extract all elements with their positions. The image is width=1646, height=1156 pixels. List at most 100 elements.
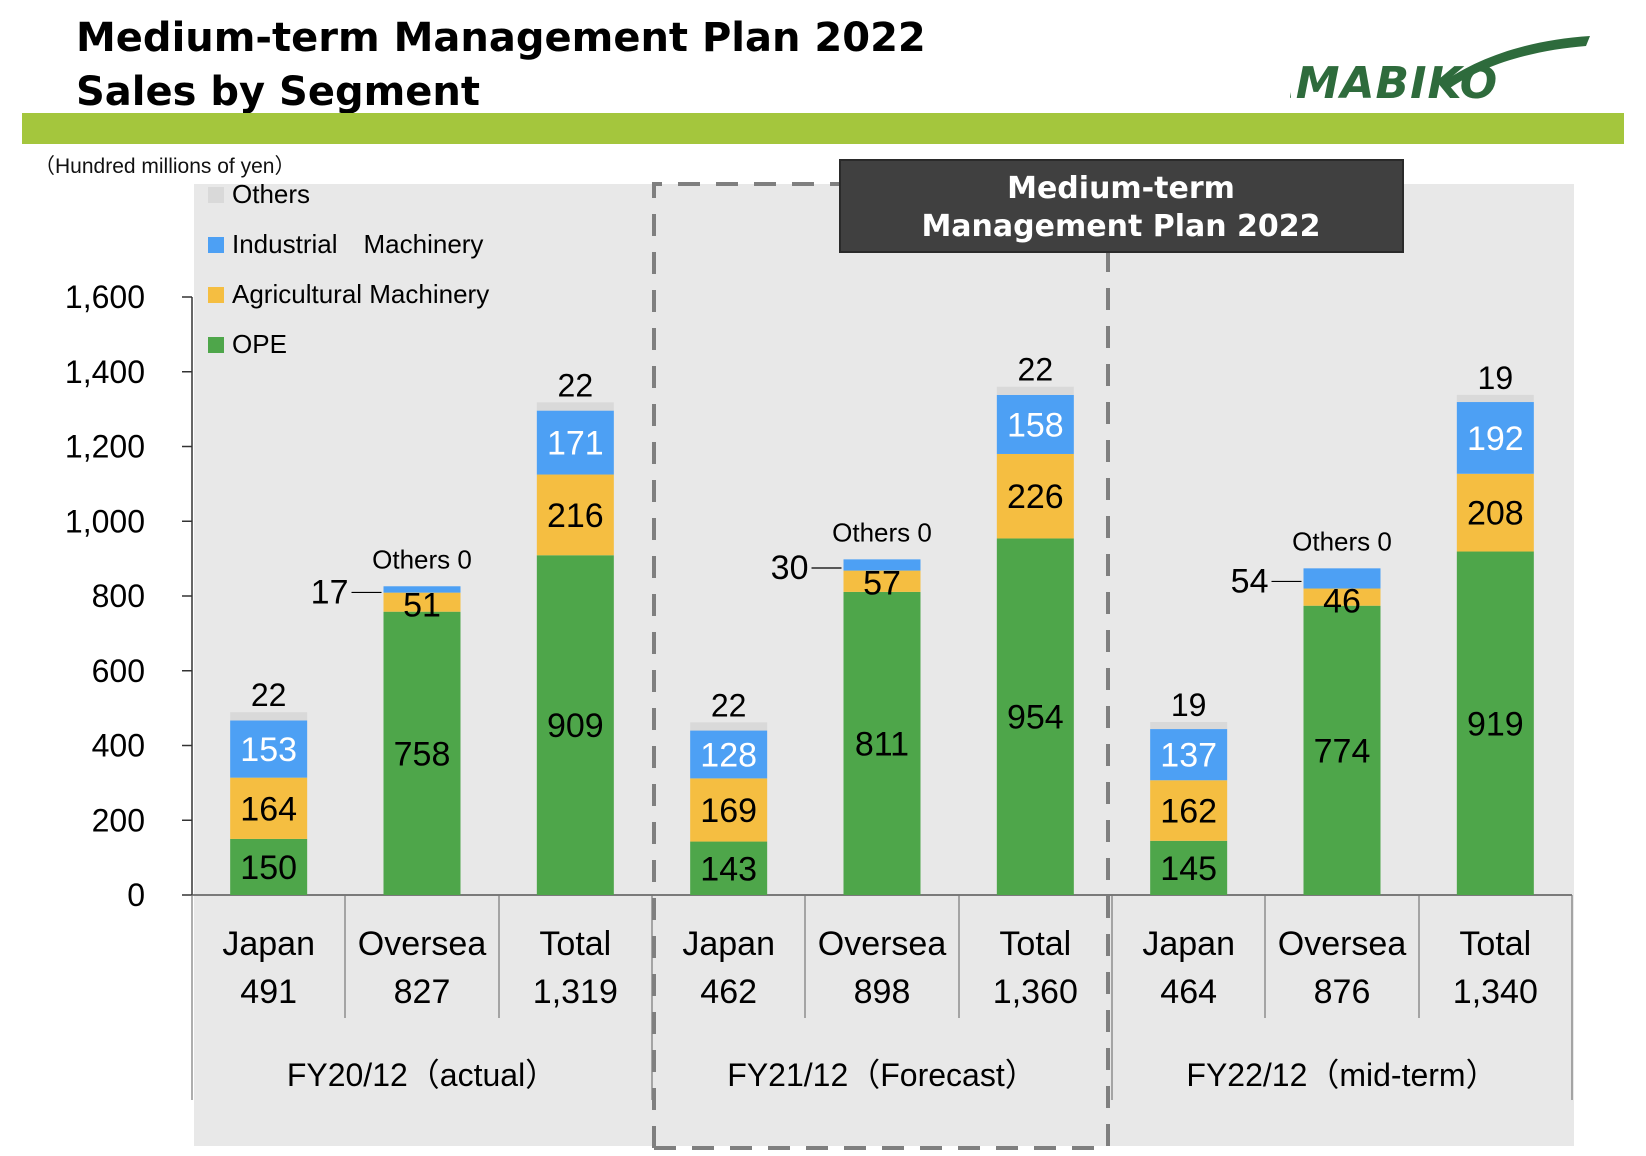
x-group-label: FY22/12（mid-term） [1186, 1057, 1497, 1093]
y-tick-label: 0 [127, 877, 145, 913]
data-label-ind: 54 [1231, 562, 1269, 600]
logo-swoosh-icon [1440, 36, 1590, 88]
data-label-agri: 51 [403, 587, 441, 625]
bar-segment-agricultural [1150, 780, 1228, 841]
data-label-others: Others 0 [372, 544, 472, 574]
y-tick-label: 1,600 [65, 279, 145, 315]
x-group-label: FY20/12（actual） [287, 1057, 557, 1093]
bar-segment-agricultural [383, 592, 461, 612]
data-label-others: Others 0 [1292, 526, 1392, 556]
data-label-ope: 758 [394, 735, 451, 773]
bar-segment-others [1456, 394, 1534, 403]
data-label-others: 22 [251, 677, 287, 713]
legend-swatch [208, 287, 224, 303]
x-category-label: Total [539, 925, 611, 963]
bar-segment-ope [843, 591, 921, 895]
x-category-total: 1,319 [533, 973, 618, 1011]
data-label-others: 22 [558, 367, 594, 403]
plan-box [839, 159, 1404, 253]
bar-segment-agricultural [230, 777, 308, 839]
data-label-ind: 30 [771, 549, 809, 587]
data-label-agri: 226 [1007, 478, 1064, 516]
bar-segment-others [536, 402, 614, 411]
bar-segment-ope [536, 555, 614, 895]
x-category-label: Japan [1142, 925, 1235, 963]
x-category-label: Japan [682, 925, 775, 963]
data-label-others: Others 0 [832, 517, 932, 547]
x-category-total: 491 [240, 973, 297, 1011]
data-label-others: 22 [1018, 352, 1054, 388]
bar-segment-industrial [230, 720, 308, 778]
x-category-total: 462 [700, 973, 757, 1011]
data-label-ind: 128 [700, 736, 757, 774]
data-label-others: 19 [1478, 360, 1514, 396]
bar-segment-industrial [1150, 729, 1228, 781]
data-label-ope: 150 [240, 849, 297, 887]
data-label-ope: 919 [1467, 705, 1524, 743]
data-label-agri: 162 [1160, 793, 1217, 831]
data-label-agri: 57 [863, 565, 901, 603]
x-category-label: Oversea [358, 925, 487, 963]
forecast-frame-left [652, 182, 840, 1148]
y-tick-label: 800 [92, 578, 145, 614]
data-label-ind: 153 [240, 731, 297, 769]
bar-segment-industrial [1456, 402, 1534, 474]
bar-segment-agricultural [1456, 473, 1534, 552]
y-tick-label: 1,200 [65, 429, 145, 465]
y-tick-label: 200 [92, 802, 145, 838]
plan-box-line1: Medium-term [1007, 171, 1235, 206]
data-label-ope: 774 [1314, 732, 1371, 770]
bar-segment-ope [230, 838, 308, 895]
page-subtitle: Sales by Segment [76, 69, 480, 115]
data-label-agri: 169 [700, 792, 757, 830]
data-label-ope: 143 [700, 850, 757, 888]
y-tick-label: 600 [92, 653, 145, 689]
bar-segment-industrial [1303, 568, 1381, 589]
x-category-label: Total [1459, 925, 1531, 963]
bar-segment-industrial [690, 730, 768, 779]
data-label-ind: 17 [311, 573, 349, 611]
bar-segment-ope [1303, 605, 1381, 895]
legend-label: OPE [232, 329, 287, 359]
x-category-label: Oversea [1278, 925, 1407, 963]
x-category-total: 827 [394, 973, 451, 1011]
data-label-agri: 216 [547, 497, 604, 535]
x-group-label: FY21/12（Forecast） [727, 1057, 1036, 1093]
x-category-total: 1,360 [993, 973, 1078, 1011]
bar-segment-agricultural [843, 570, 921, 592]
x-category-total: 464 [1160, 973, 1217, 1011]
legend-label: Industrial Machinery [232, 229, 483, 259]
page-title: Medium-term Management Plan 2022 [76, 15, 926, 61]
bar-segment-ope [996, 538, 1074, 895]
legend-swatch [208, 237, 224, 253]
x-category-total: 876 [1314, 973, 1371, 1011]
x-category-label: Japan [222, 925, 315, 963]
bar-segment-ope [383, 611, 461, 895]
yamabiko-logo: YAMABIKO [1290, 36, 1590, 106]
x-category-label: Oversea [818, 925, 947, 963]
data-label-ind: 192 [1467, 420, 1524, 458]
data-label-ope: 909 [547, 707, 604, 745]
data-label-ind: 171 [547, 425, 604, 463]
legend-label: Agricultural Machinery [232, 279, 489, 309]
bar-segment-ope [1150, 840, 1228, 895]
bar-segment-agricultural [1303, 588, 1381, 606]
bar-segment-others [690, 722, 768, 731]
bar-segment-industrial [996, 394, 1074, 454]
bar-segment-industrial [843, 559, 921, 571]
bar-segment-others [996, 386, 1074, 395]
y-tick-label: 400 [92, 728, 145, 764]
x-category-total: 898 [854, 973, 911, 1011]
bar-segment-agricultural [690, 778, 768, 842]
data-label-others: 19 [1171, 687, 1207, 723]
bar-segment-others [230, 712, 308, 721]
legend-label: Others [232, 179, 310, 209]
data-label-others: 22 [711, 687, 747, 723]
bar-segment-ope [690, 841, 768, 895]
data-label-agri: 46 [1323, 583, 1361, 621]
unit-label: （Hundred millions of yen） [34, 155, 296, 178]
bar-segment-agricultural [996, 453, 1074, 539]
data-label-ind: 158 [1007, 406, 1064, 444]
data-label-ind: 137 [1160, 737, 1217, 775]
x-category-total: 1,340 [1453, 973, 1538, 1011]
